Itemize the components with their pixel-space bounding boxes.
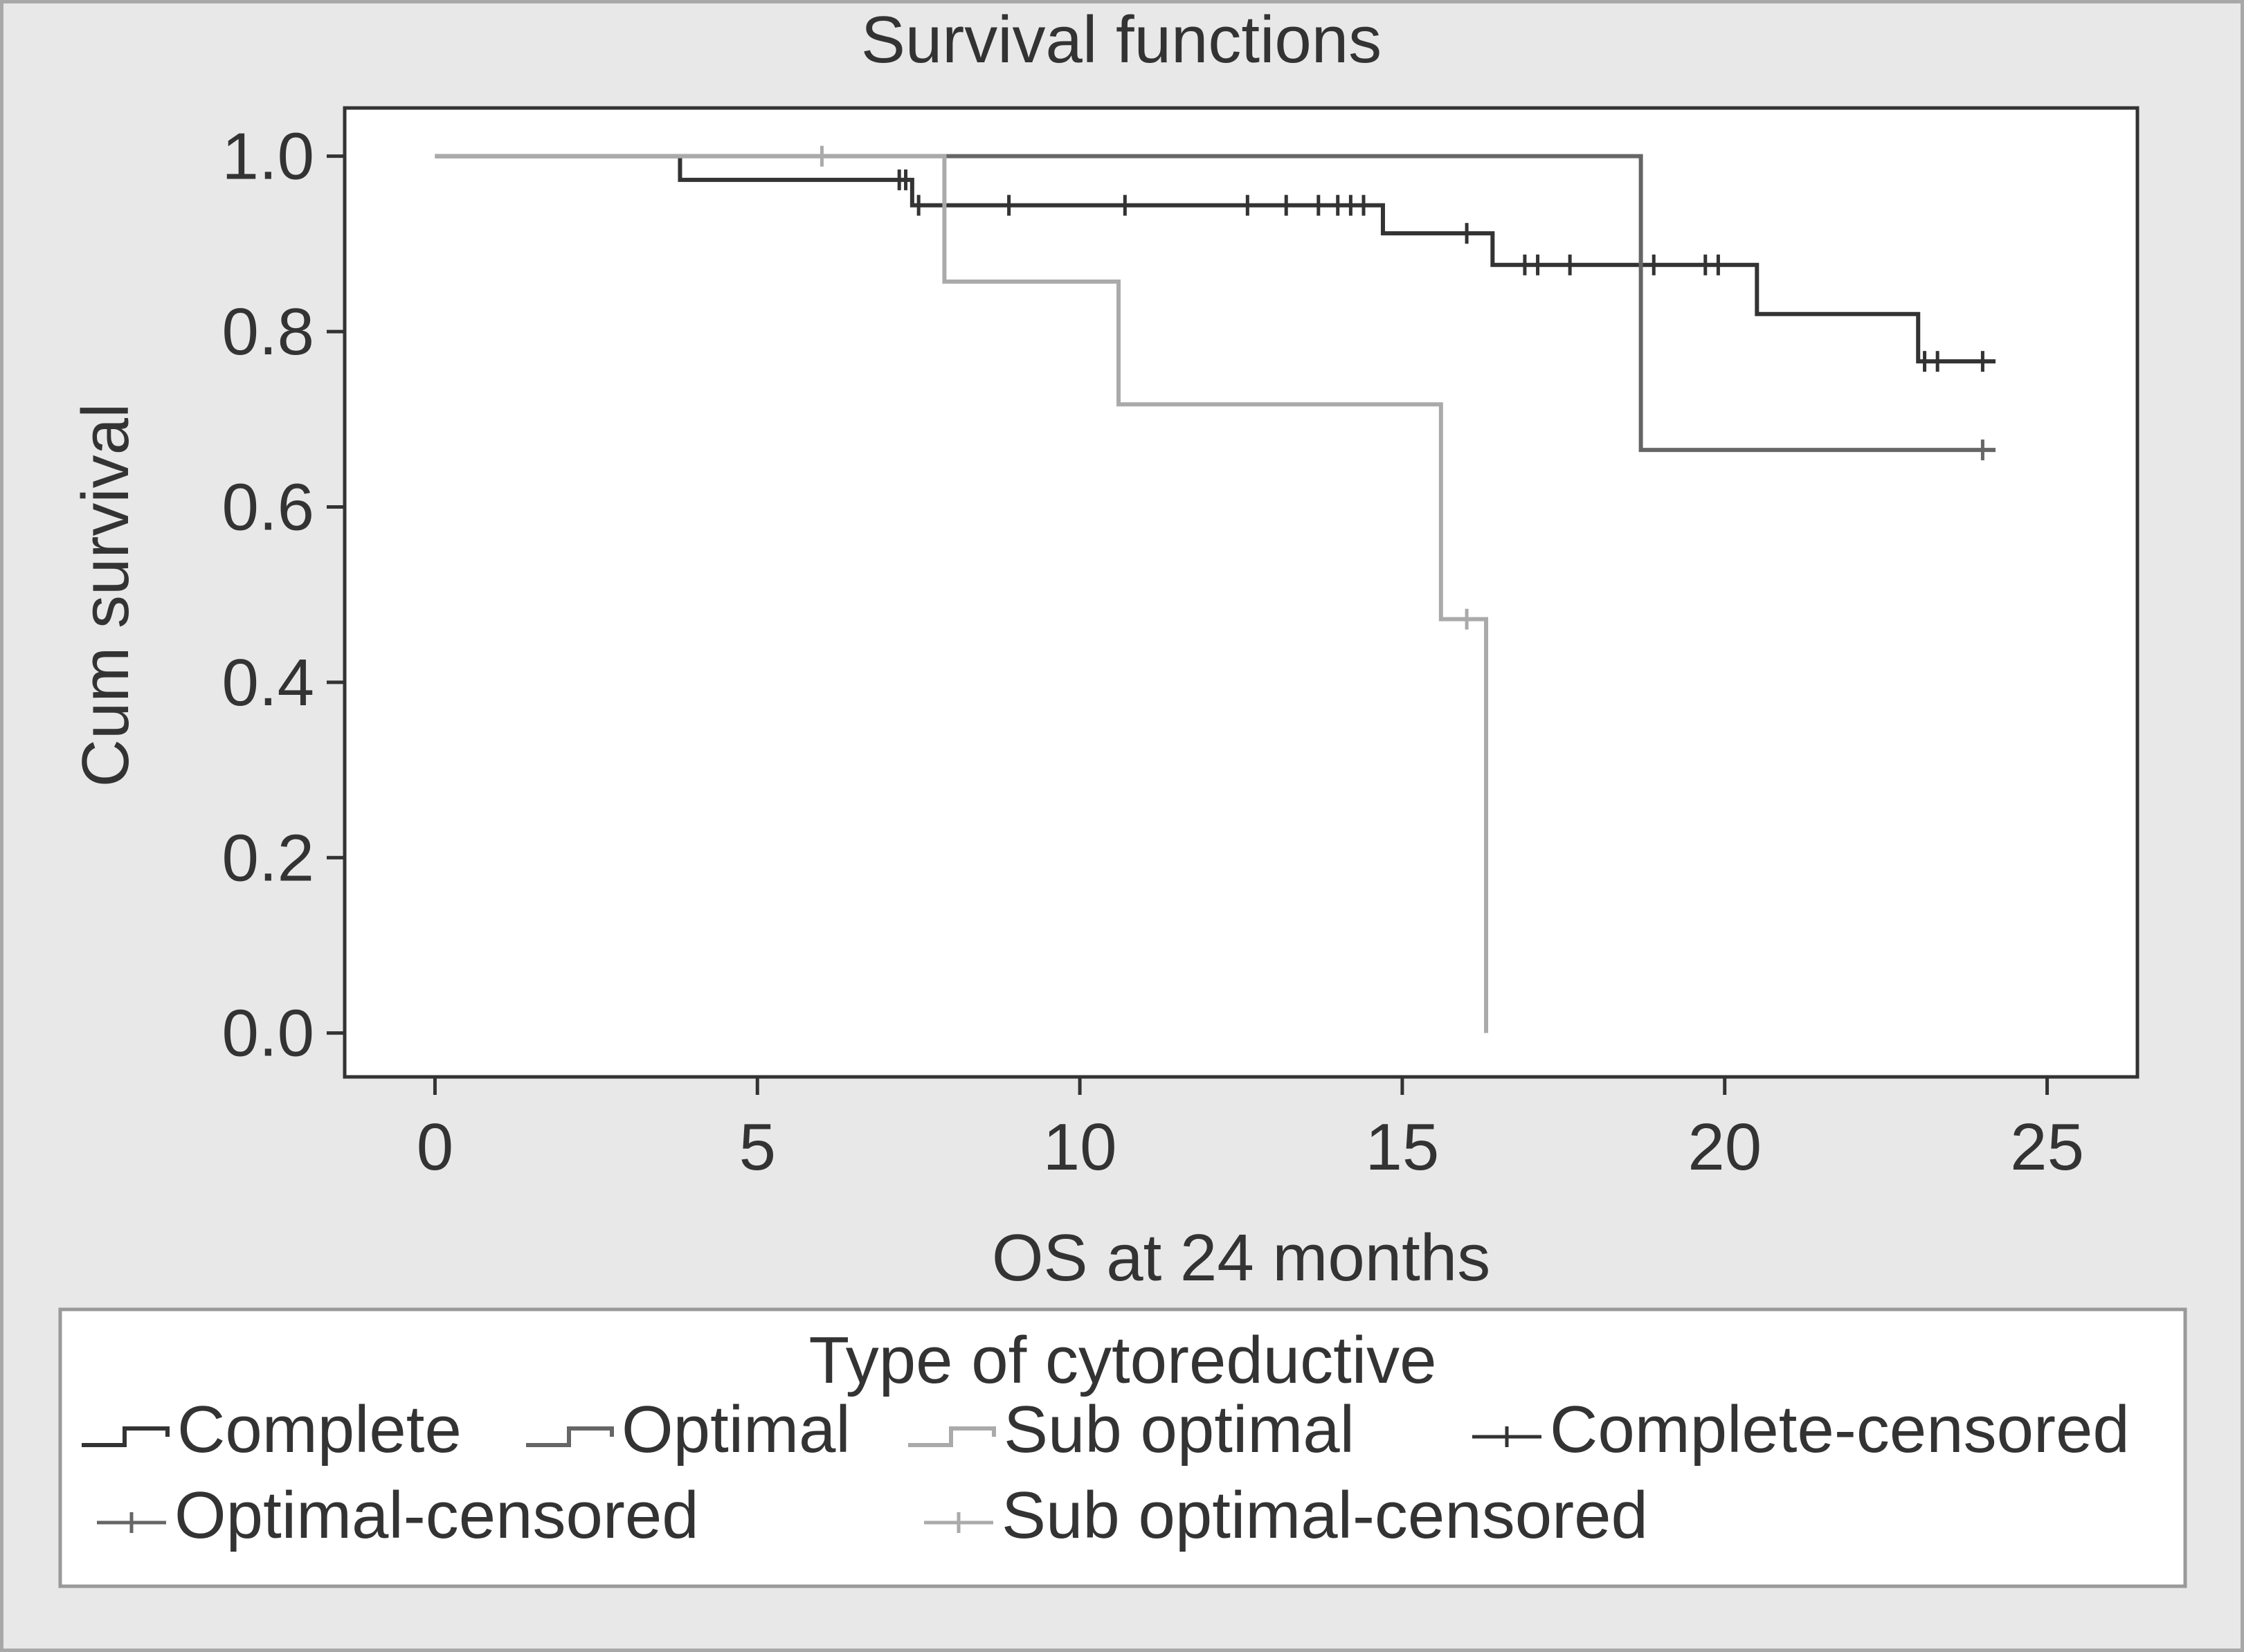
- y-tick-label: 1.0: [222, 120, 314, 194]
- legend-box: [58, 1307, 2187, 1588]
- legend-label-optimal-censored: Optimal-censored: [174, 1478, 699, 1552]
- y-axis: 0.0 0.2 0.4 0.6 0.8 1.0: [222, 120, 345, 1071]
- y-tick-label: 0.8: [222, 295, 314, 369]
- x-axis: 0 5 10 15 20 25: [417, 1077, 2084, 1184]
- x-tick-label: 0: [417, 1110, 453, 1184]
- legend-label-complete-censored: Complete-censored: [1550, 1392, 2130, 1467]
- series-layer: [435, 145, 1996, 1033]
- x-axis-label: OS at 24 months: [992, 1221, 1490, 1295]
- series-line-sub-optimal: [435, 154, 1489, 1033]
- legend-label-sub-optimal-censored: Sub optimal-censored: [1002, 1478, 1648, 1552]
- legend-swatch-sub-optimal: [908, 1426, 996, 1447]
- plot-area: [343, 106, 2139, 1079]
- legend-swatch-optimal: [526, 1426, 614, 1447]
- legend-label-complete: Complete: [177, 1392, 462, 1467]
- chart-title: Survival functions: [861, 3, 1382, 77]
- x-tick-label: 5: [739, 1110, 776, 1184]
- legend-title: Type of cytoreductive: [808, 1323, 1436, 1397]
- y-tick-label: 0.2: [222, 821, 314, 895]
- y-tick-label: 0.6: [222, 470, 314, 544]
- series-line-optimal: [435, 154, 1996, 453]
- legend-label-optimal: Optimal: [622, 1392, 851, 1467]
- y-tick-label: 0.0: [222, 997, 314, 1071]
- series-line-complete: [435, 154, 1996, 364]
- legend-entries: Complete Optimal Sub optimal Complete-censo…: [82, 1392, 2130, 1552]
- x-tick-label: 10: [1043, 1110, 1117, 1184]
- y-axis-label: Cum survival: [69, 403, 143, 788]
- y-tick-label: 0.4: [222, 646, 314, 720]
- x-tick-label: 25: [2010, 1110, 2084, 1184]
- x-tick-label: 15: [1366, 1110, 1440, 1184]
- legend-swatch-complete: [82, 1426, 170, 1447]
- legend-label-sub-optimal: Sub optimal: [1004, 1392, 1355, 1467]
- x-tick-label: 20: [1687, 1110, 1762, 1184]
